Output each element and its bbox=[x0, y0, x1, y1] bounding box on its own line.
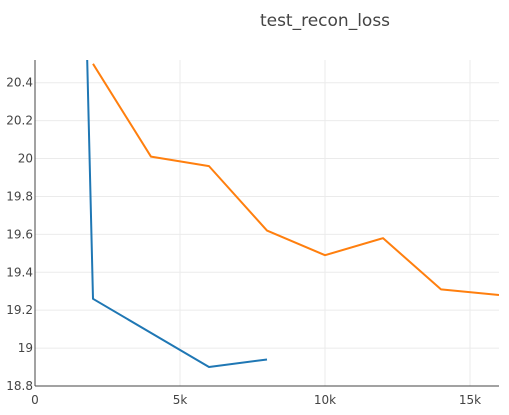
grid-layer bbox=[35, 60, 499, 387]
x-tick-label: 15k bbox=[459, 393, 481, 407]
y-tick-label: 20 bbox=[18, 152, 33, 166]
chart-title: test_recon_loss bbox=[259, 11, 391, 31]
axis-layer: 0 5k 10k 15k 18.8 19 19.2 19.4 19.6 19.8 20 20.2 20.… bbox=[6, 60, 499, 407]
x-tick-label: 0 bbox=[31, 393, 39, 407]
x-tick-label: 5k bbox=[173, 393, 188, 407]
series-line-1[interactable] bbox=[86, 60, 268, 369]
x-tick-label: 10k bbox=[314, 393, 336, 407]
series-line-2[interactable] bbox=[92, 63, 499, 297]
y-tick-label: 19.4 bbox=[6, 265, 33, 279]
y-tick-label: 20.2 bbox=[6, 114, 33, 128]
y-tick-label: 18.8 bbox=[6, 379, 33, 393]
y-tick-label: 19.8 bbox=[6, 189, 33, 203]
y-tick-label: 20.4 bbox=[6, 76, 33, 90]
y-tick-label: 19.2 bbox=[6, 303, 33, 317]
y-tick-label: 19 bbox=[18, 341, 33, 355]
y-tick-label: 19.6 bbox=[6, 227, 33, 241]
series-layer bbox=[86, 60, 499, 369]
